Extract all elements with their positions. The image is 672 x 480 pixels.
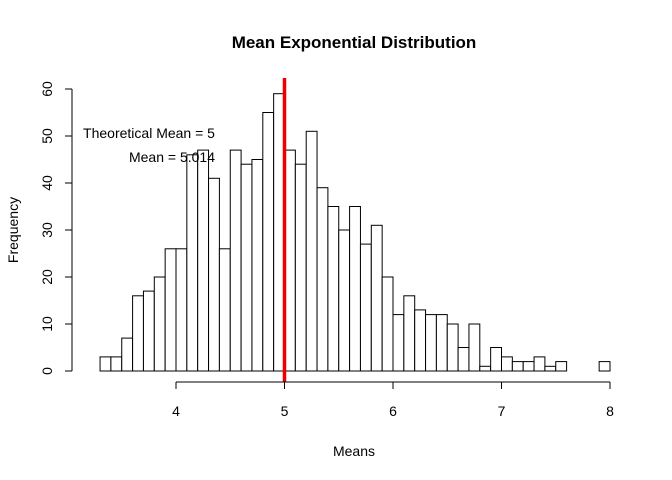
histogram-bar [229, 149, 242, 372]
histogram-bar [522, 361, 535, 372]
histogram-bar [392, 314, 405, 372]
y-axis-label: Frequency [5, 197, 21, 263]
y-tick-label: 40 [39, 175, 55, 191]
histogram-bar [99, 356, 112, 372]
histogram-bar [414, 309, 427, 372]
histogram-bar [544, 365, 557, 372]
histogram-bar [197, 149, 210, 372]
histogram-bar [349, 206, 361, 372]
histogram-bar [164, 248, 177, 372]
histogram-bars [99, 93, 611, 372]
y-tick-label: 60 [39, 81, 55, 97]
histogram-bar [338, 229, 351, 372]
histogram-bar [403, 295, 416, 372]
histogram-bar [381, 276, 394, 372]
histogram-bar [479, 365, 492, 372]
histogram-bar [262, 112, 275, 372]
chart-title: Mean Exponential Distribution [232, 33, 477, 52]
histogram-bar [370, 224, 383, 372]
y-tick-label: 30 [39, 222, 55, 238]
histogram-bar [327, 206, 340, 372]
x-tick-label: 5 [281, 403, 289, 419]
x-tick-label: 8 [606, 403, 614, 419]
histogram-bar [359, 243, 372, 372]
x-tick-label: 6 [389, 403, 397, 419]
histogram-bar [186, 154, 199, 372]
y-tick-label: 0 [39, 367, 55, 375]
histogram-bar [446, 323, 459, 372]
histogram-bar [490, 347, 502, 372]
histogram-bar [175, 248, 188, 372]
y-tick-label: 20 [39, 269, 55, 285]
histogram-bar [511, 361, 524, 372]
histogram-bar [218, 248, 231, 372]
y-axis: 0 10 20 30 40 50 60 [39, 81, 73, 375]
histogram-bar [142, 290, 155, 372]
histogram-bar [316, 187, 329, 372]
histogram-bar [425, 314, 437, 372]
histogram-bar [240, 163, 253, 372]
histogram-bar [457, 347, 470, 372]
y-tick-label: 50 [39, 128, 55, 144]
histogram-bar [501, 356, 513, 372]
histogram-bar [121, 337, 134, 372]
histogram-bar [132, 295, 144, 372]
sample-mean-label: Mean = 5.014 [129, 149, 215, 165]
x-tick-label: 7 [498, 403, 506, 419]
histogram-bar [251, 159, 264, 372]
theoretical-mean-label: Theoretical Mean = 5 [83, 125, 215, 141]
y-tick-label: 10 [39, 316, 55, 332]
histogram-bar [208, 177, 220, 372]
x-axis-label: Means [333, 443, 375, 459]
histogram-bar [555, 361, 568, 372]
histogram-bar [435, 314, 448, 372]
histogram-bar [533, 356, 546, 372]
x-axis: 4 5 6 7 8 [172, 381, 614, 419]
histogram-bar [110, 356, 123, 372]
histogram-bar [153, 276, 166, 372]
x-tick-label: 4 [172, 403, 180, 419]
histogram-bar [598, 361, 611, 372]
histogram-bar [294, 163, 307, 372]
histogram-bar [305, 130, 318, 372]
histogram-bar [468, 323, 481, 372]
